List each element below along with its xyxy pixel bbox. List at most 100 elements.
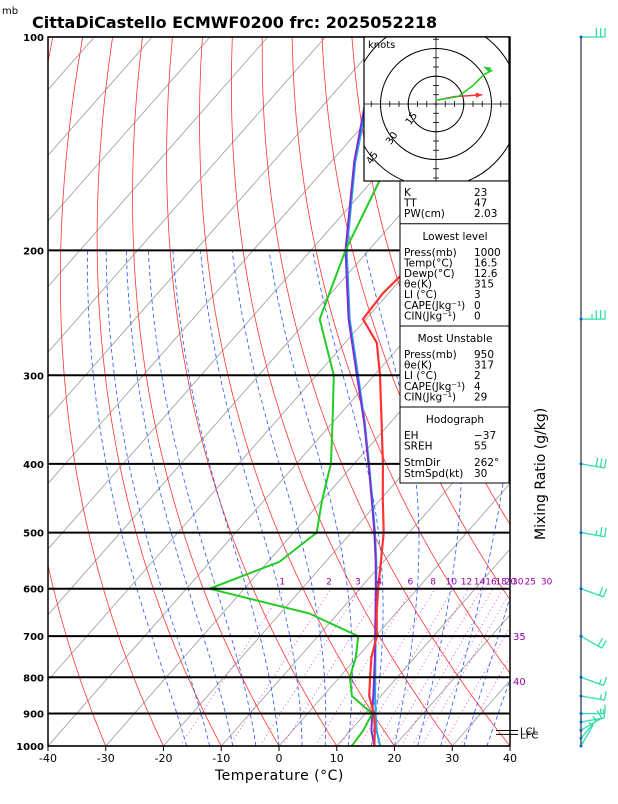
stat-key: CIN(Jkg⁻¹) [404, 310, 456, 322]
chart-title: CittaDiCastello ECMWF0200 frc: 202505221… [32, 13, 437, 32]
wind-barb-flag [598, 638, 603, 646]
y-tick-label: 700 [23, 632, 44, 643]
wind-barb-staff [581, 718, 605, 722]
x-tick-label: 10 [330, 752, 344, 765]
wind-barb [580, 527, 607, 537]
mixing-ratio-label: 25 [524, 578, 535, 588]
most-unstable-heading: Most Unstable [418, 333, 493, 345]
x-tick-label: 40 [503, 752, 517, 765]
dry-adiabat-line [561, 37, 618, 746]
stat-key: CIN(Jkg⁻¹) [404, 391, 456, 403]
wind-barb-flag [602, 640, 607, 648]
y-tick-label: 800 [23, 673, 44, 684]
hodograph-stats-heading: Hodograph [426, 414, 484, 426]
wind-barb-flag [605, 528, 607, 537]
wind-barb-flag [596, 530, 597, 535]
wind-barb-dot [580, 720, 583, 723]
hodograph-units: knots [368, 40, 395, 51]
units-label: mb [2, 6, 18, 17]
wind-barb [580, 587, 607, 597]
wind-barb-flag [599, 679, 601, 684]
wind-barb-staff [581, 636, 602, 648]
mixing-ratio-label: 3 [355, 578, 361, 588]
wind-barb-flag [604, 588, 607, 596]
x-tick-label: -30 [97, 752, 115, 765]
wind-barb [580, 635, 607, 649]
wind-barb-dot [580, 587, 583, 590]
mixing-ratio-label: 12 [461, 578, 472, 588]
wind-barb [580, 458, 607, 468]
mixing-ratio-line [443, 589, 532, 746]
mixing-ratio-label: 4 [376, 578, 382, 588]
x-tick-label: -20 [155, 752, 173, 765]
wind-barb-flag [604, 677, 607, 685]
isotherm-edge-label: 30 [512, 578, 524, 588]
stat-key: PW(cm) [404, 208, 445, 220]
isotherm-line [0, 37, 94, 746]
x-tick-label: -10 [212, 752, 230, 765]
moist-adiabat-line [126, 250, 233, 746]
x-tick-label: -40 [39, 752, 57, 765]
wind-barb-flag [605, 691, 607, 700]
wind-barb-dot [580, 745, 583, 748]
x-tick-label: 30 [445, 752, 459, 765]
wind-profile [580, 28, 607, 748]
wind-barb-dot [580, 712, 583, 715]
wind-barb-dot [580, 318, 583, 321]
wind-barb-dot [580, 694, 583, 697]
y-tick-label: 100 [23, 33, 44, 44]
x-axis-label: Temperature (°C) [214, 768, 344, 784]
wind-barb-dot [580, 36, 583, 39]
moist-adiabat-line [232, 250, 326, 746]
dry-adiabat-line [531, 37, 618, 746]
dry-adiabat-line [60, 37, 163, 746]
mixing-ratio-label: 10 [446, 578, 458, 588]
stat-key: SREH [404, 441, 433, 453]
wind-barb [580, 691, 607, 700]
mixing-ratio-label: 14 [474, 578, 486, 588]
wind-barb [580, 676, 607, 686]
y-tick-label: 500 [23, 529, 44, 540]
isotherm-edge-label: 40 [513, 677, 526, 688]
moist-adiabat-line [510, 250, 618, 746]
stat-key: StmSpd(kt) [404, 468, 463, 480]
wind-barb-flag [596, 458, 598, 467]
moist-adiabat-line [106, 250, 210, 746]
stat-value: 0 [474, 310, 481, 322]
y-tick-label: 300 [23, 371, 44, 382]
dry-adiabat-line [97, 37, 221, 746]
mixing-ratio-label: 1 [279, 578, 285, 588]
wind-barb [580, 310, 606, 321]
isotherm-line [106, 37, 618, 746]
wind-barb-flag [600, 458, 602, 467]
wind-barb-flag [600, 527, 602, 536]
wind-barb-flag [599, 587, 602, 595]
y-tick-label: 600 [23, 585, 44, 596]
wind-barb-flag [605, 459, 607, 468]
wind-barb-flag [600, 694, 601, 699]
wind-barb-dot [580, 531, 583, 534]
mixing-ratio-line [340, 589, 436, 746]
lowest-level-heading: Lowest level [422, 231, 487, 243]
isotherm-edge-label: 35 [513, 632, 526, 643]
wind-barb-dot [580, 676, 583, 679]
mixing-ratio-line [316, 589, 413, 746]
mixing-ratio-label: 2 [326, 578, 332, 588]
wind-barb-dot [580, 729, 583, 732]
y-tick-label: 200 [23, 246, 44, 257]
x-tick-label: 0 [276, 752, 283, 765]
stat-value: 29 [474, 391, 487, 403]
mixing-ratio-line [229, 589, 331, 746]
stat-value: 2.03 [474, 208, 497, 220]
mixing-ratio-label: 30 [541, 578, 553, 588]
dry-adiabat-line [591, 37, 618, 746]
moist-adiabat-line [173, 250, 279, 746]
wind-barb-dot [580, 737, 583, 740]
wind-barb-dot [580, 635, 583, 638]
stat-value: 55 [474, 441, 487, 453]
mixing-ratio-axis-label: Mixing Ratio (g/kg) [533, 408, 549, 540]
moist-adiabat-line [148, 250, 256, 746]
